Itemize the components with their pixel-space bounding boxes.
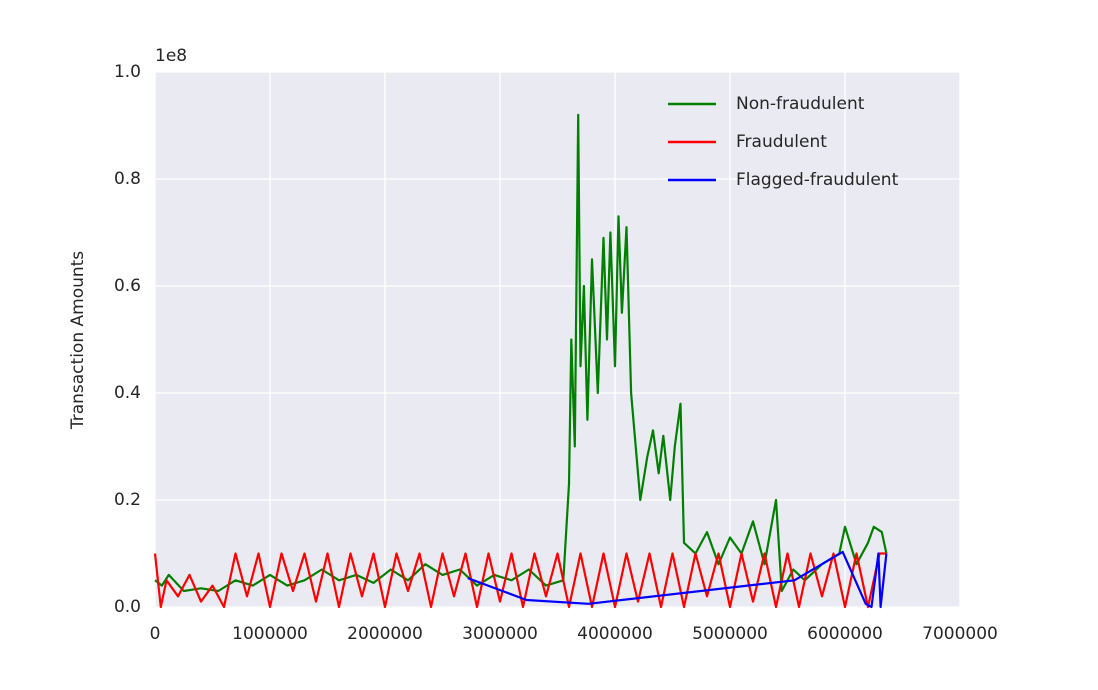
x-tick-label: 3000000 (462, 624, 538, 644)
lines (153, 113, 888, 609)
plot-area (155, 72, 960, 607)
labels: 0 1000000 2000000 3000000 4000000 5000000 6000… (114, 62, 998, 644)
x-tick-label: 0 (150, 624, 161, 644)
y-tick-label: 0.4 (114, 383, 141, 403)
y-tick-label: 0.2 (114, 490, 141, 510)
x-tick-label: 2000000 (347, 624, 423, 644)
x-tick-label: 1000000 (232, 624, 308, 644)
y-tick-label: 1.0 (114, 62, 141, 82)
series-line (154, 113, 888, 593)
y-tick-label: 0.8 (114, 169, 141, 189)
x-tick-label: 7000000 (922, 624, 998, 644)
y-tick-label: 0.0 (114, 597, 141, 617)
legend-label: Non-fraudulent (736, 94, 865, 114)
legend: Non-fraudulent Fraudulent Flagged-fraudule… (668, 94, 899, 190)
y-tick-label: 0.6 (114, 276, 141, 296)
x-tick-label: 5000000 (692, 624, 768, 644)
legend-label: Fraudulent (736, 132, 827, 152)
x-tick-label: 4000000 (577, 624, 653, 644)
legend-label: Flagged-fraudulent (736, 170, 899, 190)
y-offset-label: 1e8 (155, 46, 187, 66)
x-tick-label: 6000000 (807, 624, 883, 644)
y-axis-label: Transaction Amounts (68, 251, 88, 430)
series-line (467, 550, 888, 609)
series-line (153, 552, 887, 609)
